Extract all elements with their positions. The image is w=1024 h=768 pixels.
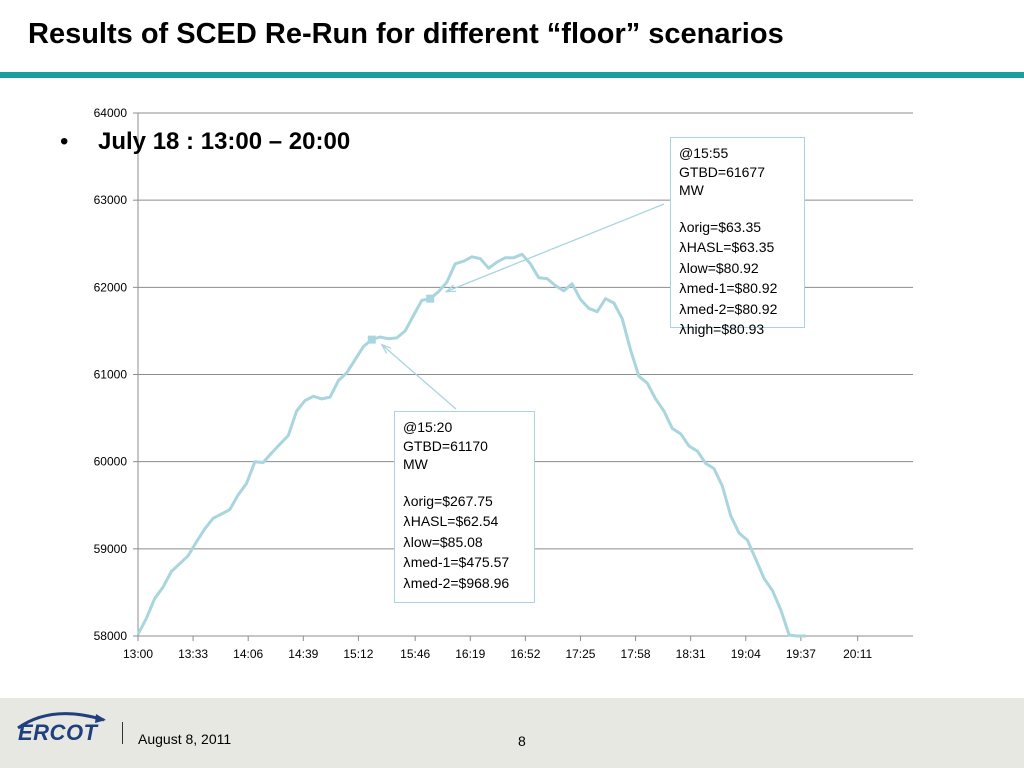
annotation-line: λmed-1=$475.57 (403, 554, 510, 571)
y-tick-label: 63000 (94, 193, 128, 207)
annotation-line: λHASL=$63.35 (679, 239, 775, 256)
annotation-line: λmed-1=$80.92 (679, 280, 778, 297)
x-tick-label: 19:37 (786, 647, 816, 661)
annotation-line: λmed-2=$80.92 (679, 300, 778, 318)
gridlines (133, 112, 913, 641)
annotation-line: λlow=$85.08 (403, 533, 483, 551)
callout-arrowhead (380, 343, 392, 354)
annotation-line: @15:55 (679, 145, 729, 161)
data-point-marker (426, 294, 435, 303)
x-tick-label: 18:31 (676, 647, 706, 661)
annotation-line: GTBD=61677 (679, 163, 765, 180)
annotation-line: λHASL=$62.54 (403, 513, 499, 530)
x-tick-label: 17:58 (621, 647, 651, 661)
y-tick-label: 60000 (94, 455, 128, 469)
y-tick-label: 58000 (94, 629, 128, 643)
x-tick-label: 16:19 (455, 647, 485, 661)
annotation-line: MW (403, 456, 428, 472)
page-number: 8 (518, 733, 526, 749)
footer-divider (122, 722, 123, 744)
title-divider (0, 72, 1024, 78)
bullet-item: • July 18 : 13:00 – 20:00 (60, 128, 350, 156)
annotation-line: λhigh=$80.93 (679, 321, 765, 338)
annotation-box-1555: @15:55 GTBD=61677 MW λorig=$63.35 λHASL=$63… (670, 137, 805, 338)
x-tick-label: 19:04 (731, 647, 761, 661)
x-tick-label: 15:12 (343, 647, 373, 661)
y-tick-label: 62000 (94, 280, 128, 294)
x-tick-label: 17:25 (565, 647, 595, 661)
series-layer (136, 252, 806, 638)
annotation-line: GTBD=61170 (403, 437, 488, 454)
line-chart: 58000 59000 60000 61000 62000 63000 64000 13:0… (94, 106, 913, 661)
annotation-line (403, 474, 526, 492)
bullet-marker: • (60, 128, 69, 155)
ercot-logo (17, 712, 106, 730)
callout-arrow (445, 203, 665, 293)
series-line (136, 252, 806, 638)
annotation-line: λmed-2=$968.96 (403, 574, 510, 592)
x-tick-label: 13:33 (178, 647, 208, 661)
y-tick-label: 59000 (94, 542, 128, 556)
data-point-marker (367, 335, 376, 344)
annotation-box-1520: @15:20 GTBD=61170 MW λorig=$267.75 λHASL=$6… (394, 411, 535, 603)
footer-date: August 8, 2011 (138, 731, 232, 747)
annotation-line (679, 200, 796, 218)
y-axis-ticks: 58000 59000 60000 61000 62000 63000 64000 (94, 106, 128, 643)
callout-arrowhead (444, 284, 457, 293)
annotation-line: λorig=$267.75 (403, 492, 493, 510)
annotation-line: MW (679, 182, 704, 198)
annotation-line: @15:20 (403, 419, 453, 435)
x-tick-label: 14:06 (233, 647, 263, 661)
callout-arrow (381, 344, 457, 410)
x-tick-label: 14:39 (288, 647, 318, 661)
slide-title: Results of SCED Re-Run for different “fl… (28, 18, 784, 50)
annotation-line: λlow=$80.92 (679, 259, 759, 277)
callout-arrows (380, 203, 665, 410)
y-tick-label: 61000 (94, 368, 128, 382)
ercot-logo-text: ERCOT (18, 720, 98, 745)
x-axis-ticks: 13:00 13:33 14:06 14:39 15:12 15:46 16:19 16:52… (123, 647, 873, 661)
x-tick-label: 13:00 (123, 647, 153, 661)
y-tick-label: 64000 (94, 106, 128, 120)
x-tick-label: 16:52 (510, 647, 540, 661)
x-tick-label: 20:11 (843, 647, 872, 661)
x-tick-label: 15:46 (400, 647, 430, 661)
bullet-text: July 18 : 13:00 – 20:00 (98, 128, 351, 155)
annotation-line: λorig=$63.35 (679, 218, 762, 236)
footer: ERCOT August 8, 2011 8 (0, 698, 1024, 768)
